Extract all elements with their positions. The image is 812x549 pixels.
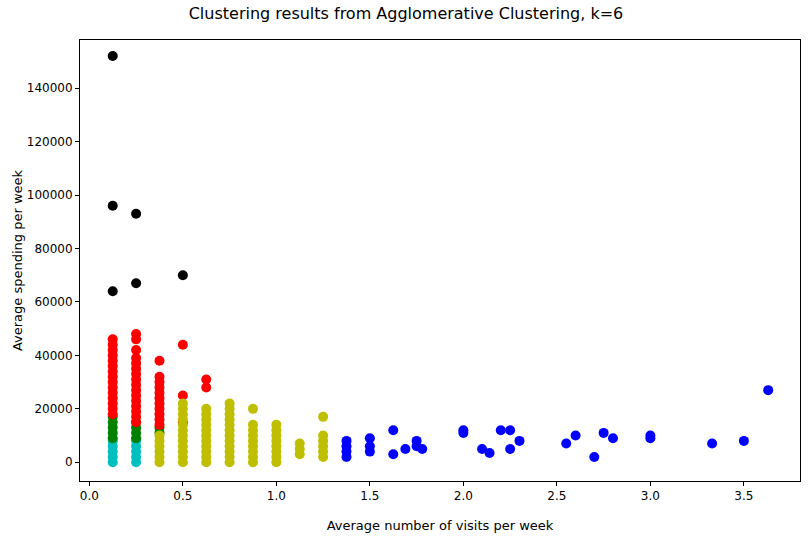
svg-text:80000: 80000	[34, 242, 72, 256]
svg-text:3.0: 3.0	[641, 489, 660, 503]
svg-text:2.0: 2.0	[454, 489, 473, 503]
svg-text:60000: 60000	[34, 295, 72, 309]
svg-text:2.5: 2.5	[547, 489, 566, 503]
svg-text:Clustering results from Agglom: Clustering results from Agglomerative Cl…	[189, 4, 624, 23]
svg-text:Average number of visits per w: Average number of visits per week	[327, 518, 554, 533]
svg-text:40000: 40000	[34, 349, 72, 363]
svg-text:0.5: 0.5	[173, 489, 192, 503]
svg-text:20000: 20000	[34, 402, 72, 416]
svg-text:Average spending per week: Average spending per week	[10, 169, 25, 351]
svg-text:1.5: 1.5	[360, 489, 379, 503]
svg-text:3.5: 3.5	[734, 489, 753, 503]
svg-text:140000: 140000	[27, 81, 73, 95]
svg-text:120000: 120000	[27, 135, 73, 149]
svg-text:100000: 100000	[27, 188, 73, 202]
svg-text:0.0: 0.0	[80, 489, 99, 503]
svg-text:1.0: 1.0	[267, 489, 286, 503]
svg-text:0: 0	[65, 455, 73, 469]
